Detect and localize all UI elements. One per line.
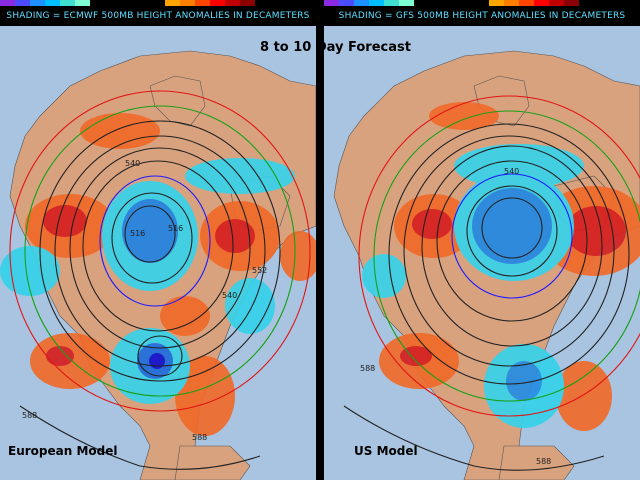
right-header-bar: SHADING = GFS 500MB HEIGHT ANOMALIES IN … bbox=[324, 0, 640, 26]
forecast-title: 8 to 10 Day Forecast bbox=[260, 40, 411, 55]
color-scale bbox=[0, 0, 255, 6]
contour-label: 516 bbox=[168, 224, 183, 233]
european-model-map: 540 516 516 552 540 588 588 bbox=[0, 26, 316, 480]
model-label: US Model bbox=[354, 444, 418, 458]
european-model-panel: SHADING = ECMWF 500MB HEIGHT ANOMALIES I… bbox=[0, 0, 316, 480]
us-model-map: 540 588 588 bbox=[324, 26, 640, 480]
contour-label: 552 bbox=[252, 266, 267, 275]
contour-label: 588 bbox=[22, 411, 37, 420]
color-scale bbox=[324, 0, 579, 6]
contour-label: 588 bbox=[536, 457, 551, 466]
contour-label: 588 bbox=[192, 433, 207, 442]
model-label: European Model bbox=[8, 444, 118, 458]
contour-label: 540 bbox=[125, 159, 140, 168]
contour-label: 540 bbox=[504, 167, 519, 176]
anomaly-shading bbox=[362, 102, 640, 431]
contour-label: 516 bbox=[130, 229, 145, 238]
right-header-text: SHADING = GFS 500MB HEIGHT ANOMALIES IN … bbox=[338, 11, 626, 21]
left-header-text: SHADING = ECMWF 500MB HEIGHT ANOMALIES I… bbox=[6, 11, 310, 21]
contour-label: 588 bbox=[360, 364, 375, 373]
contour-label: 540 bbox=[222, 291, 237, 300]
us-model-panel: SHADING = GFS 500MB HEIGHT ANOMALIES IN … bbox=[324, 0, 640, 480]
height-contours bbox=[9, 90, 311, 470]
left-header-bar: SHADING = ECMWF 500MB HEIGHT ANOMALIES I… bbox=[0, 0, 316, 26]
panel-divider bbox=[316, 0, 324, 480]
height-contours bbox=[343, 95, 640, 471]
